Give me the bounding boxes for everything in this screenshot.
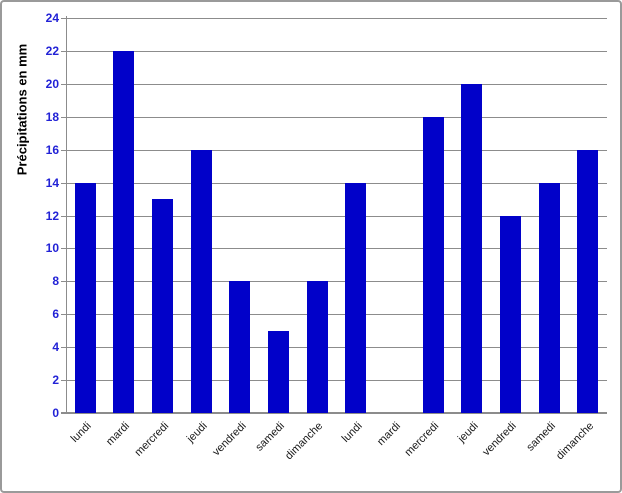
gridline [66,281,607,283]
x-category-label: lundi [339,420,365,445]
x-category-label: dimanche [283,420,326,463]
gridline [66,314,607,316]
y-axis-tick-mark [61,182,67,184]
y-axis-tick-label: 12 [45,208,59,223]
gridline [66,149,607,151]
bar [306,281,328,413]
y-axis-tick-mark [61,215,67,217]
gridline [66,50,607,52]
y-axis-tick-label: 16 [45,142,59,157]
y-axis-tick-label: 0 [52,406,59,420]
gridline [66,83,607,85]
y-axis-tick-mark [61,116,67,118]
y-axis-tick-mark [61,281,67,283]
gridline [66,18,607,19]
gridline [66,347,607,349]
gridline [66,182,607,184]
x-category-label: dimanche [553,420,597,463]
y-axis-tick-label: 4 [52,340,59,355]
bar [268,330,290,413]
x-category-label: mardi [375,420,403,448]
bar [190,149,212,413]
y-axis-tick-mark [61,314,67,316]
y-axis-tick-mark [61,248,67,250]
y-axis-tick-mark [61,50,67,52]
y-axis-tick-label: 14 [45,175,59,190]
gridline [66,116,607,118]
bar [538,182,560,413]
x-category-label: samedi [253,420,288,454]
y-axis-tick-label: 24 [45,11,59,25]
x-category-label: vendredi [210,420,249,459]
y-axis-tick-mark [61,18,67,19]
bar [74,182,96,413]
y-axis-tick-label: 8 [52,274,59,289]
y-axis-tick-label: 18 [45,109,59,124]
x-category-label: mercredi [402,420,442,459]
x-category-label: jeudi [455,420,481,445]
y-axis-tick-label: 6 [52,307,59,322]
y-axis-tick-mark [61,347,67,349]
y-axis-tick-label: 22 [45,43,59,58]
x-category-label: lundi [68,420,94,445]
x-axis-line [61,412,607,414]
bar [345,182,367,413]
y-axis-tick-label: 2 [52,373,59,388]
bar [461,83,483,413]
bar [577,149,599,413]
y-axis-line [66,16,67,413]
bar [229,281,251,413]
x-category-label: vendredi [480,420,519,459]
y-axis-tick-label: 10 [45,241,59,256]
y-axis-tick-label: 20 [45,76,59,91]
gridline [66,380,607,382]
x-category-label: jeudi [184,420,210,445]
bar [499,215,521,413]
y-axis-tick-mark [61,83,67,85]
bar [113,50,135,413]
y-axis-title: Précipitations en mm [14,43,30,176]
gridline [66,248,607,250]
x-category-label: samedi [523,420,558,454]
bar [152,199,174,413]
y-axis-tick-mark [61,149,67,151]
x-category-label: mercredi [132,420,172,459]
x-category-label: mardi [104,420,133,448]
gridline [66,215,607,217]
bar [422,116,444,413]
y-axis-tick-mark [61,380,67,382]
